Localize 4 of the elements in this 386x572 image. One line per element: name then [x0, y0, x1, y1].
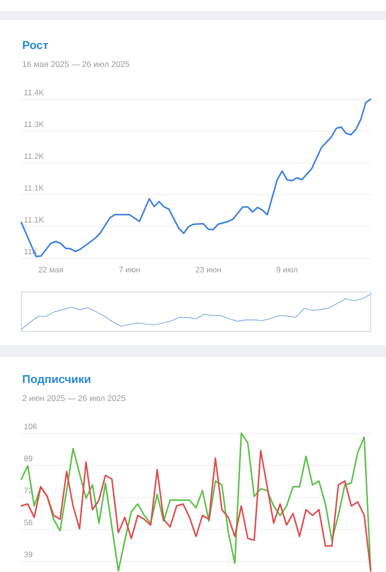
chart-subtitle: 2 июн 2025 — 26 июл 2025	[22, 395, 126, 402]
chart-title: Подписчики	[22, 375, 90, 386]
chart-subtitle: 16 мая 2025 — 26 июл 2025	[22, 61, 130, 68]
chart-title: Рост	[22, 41, 48, 50]
